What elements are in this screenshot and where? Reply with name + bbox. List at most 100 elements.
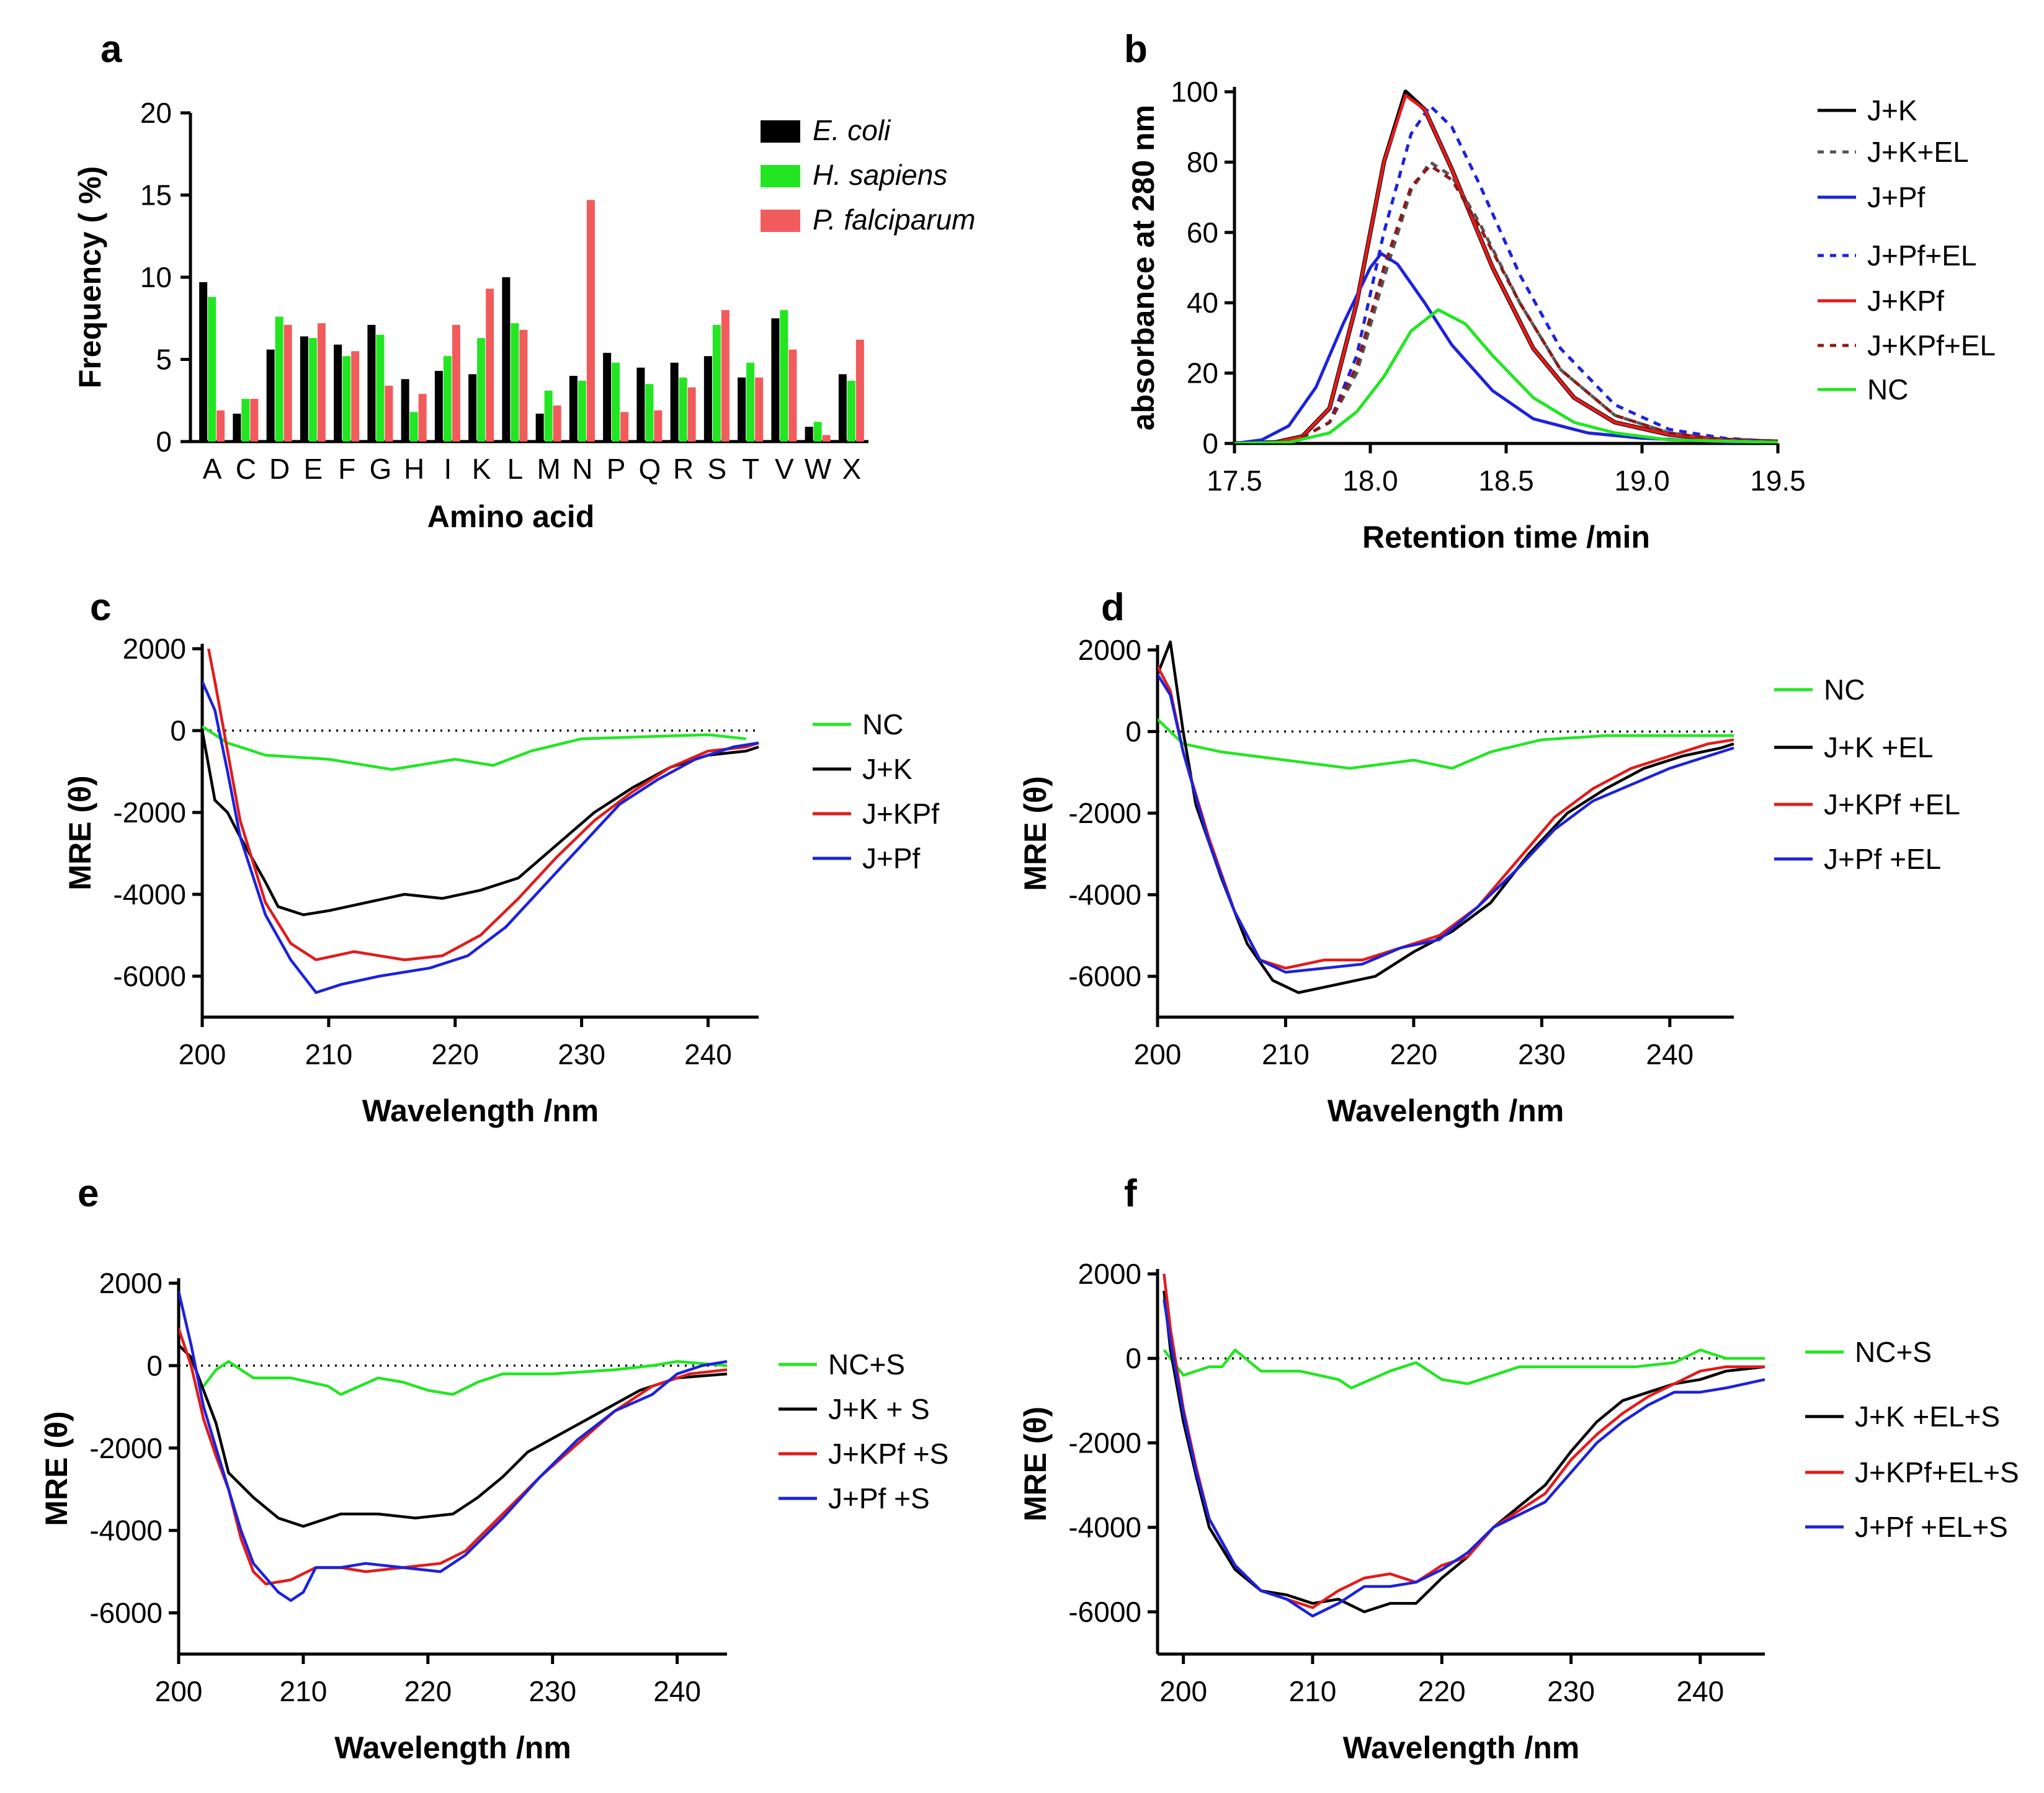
x-tick-label: 240 [1646, 1038, 1694, 1070]
legend-label: NC [1824, 674, 1865, 706]
bar-X-ecoli [838, 374, 847, 442]
x-tick-label: W [805, 453, 832, 485]
legend-label: J+K + S [828, 1393, 930, 1425]
x-tick-label: 18.0 [1342, 465, 1398, 497]
bar-T-ecoli [738, 377, 746, 442]
bar-W-ecoli [805, 427, 813, 442]
y-tick-label: 0 [170, 714, 186, 747]
legend-label: J+KPf+EL+S [1855, 1456, 2019, 1488]
panel-label-b: b [1124, 28, 1148, 71]
bar-W-hsapiens [813, 422, 822, 442]
y-axis-title: Frequency ( %) [73, 166, 107, 388]
y-tick-label: -6000 [113, 960, 186, 992]
bar-D-hsapiens [275, 316, 283, 442]
bar-P-pfalciparum [620, 412, 629, 442]
x-tick-label: 210 [305, 1038, 352, 1070]
bar-M-ecoli [535, 413, 544, 442]
x-axis-title: Wavelength /nm [334, 1730, 571, 1765]
x-axis-title: Wavelength /nm [1343, 1730, 1580, 1765]
panel-c: c 2000 0 -2000 -4000 -6000 200 210 220 230 240 Wave… [63, 586, 939, 1128]
bar-M-hsapiens [544, 390, 553, 442]
series-line-j-kpf [1234, 94, 1778, 443]
bar-K-pfalciparum [486, 288, 494, 442]
bar-L-hsapiens [511, 323, 519, 442]
bar-A-pfalciparum [216, 410, 225, 442]
bar-A-hsapiens [208, 296, 216, 442]
x-tick-label: 230 [1518, 1038, 1566, 1070]
bar-A-ecoli [199, 282, 208, 442]
y-axis-title: MRE (θ) [1018, 1407, 1053, 1521]
bar-S-ecoli [703, 356, 712, 442]
bar-Q-pfalciparum [654, 410, 663, 442]
y-tick-label: -4000 [1068, 879, 1141, 911]
legend-label: P. falciparum [813, 203, 976, 236]
x-tick-label: V [775, 453, 794, 485]
x-tick-label: T [742, 453, 759, 485]
legend-label: J+KPf +EL [1824, 788, 1960, 821]
legend-label: J+K [1867, 94, 1917, 127]
y-tick-label: -6000 [1068, 960, 1141, 992]
x-tick-label: R [673, 453, 694, 485]
panel-f: f 2000 0 -2000 -4000 -6000 200 210 220 230 240 Wave… [1018, 1172, 2019, 1765]
bar-C-pfalciparum [250, 399, 259, 442]
x-axis-title: Wavelength /nm [1328, 1093, 1564, 1128]
y-tick-label: -4000 [1068, 1511, 1141, 1544]
y-tick-label: 0 [146, 1350, 163, 1382]
bar-I-pfalciparum [452, 324, 460, 442]
bar-V-hsapiens [780, 310, 788, 442]
series-line-nc [202, 725, 746, 771]
panel-d: d 2000 0 -2000 -4000 -6000 200 210 220 230 240 Wave… [1018, 586, 1960, 1128]
bar-K-ecoli [468, 374, 477, 442]
legend-label: J+Pf +EL+S [1855, 1511, 2008, 1543]
x-tick-label: X [842, 453, 862, 485]
series-line-j-k [1234, 89, 1778, 443]
y-tick-label: 2000 [1078, 634, 1141, 666]
series-line-j-pf-el [1158, 674, 1734, 974]
legend-label: J+KPf [862, 798, 939, 830]
legend-label: J+Pf +EL [1824, 843, 1941, 875]
y-tick-label: 0 [1125, 1342, 1141, 1374]
y-tick-label: -6000 [89, 1597, 163, 1629]
x-tick-label: 200 [155, 1675, 203, 1707]
bar-E-hsapiens [308, 338, 317, 442]
x-axis-title: Retention time /min [1362, 520, 1650, 554]
x-tick-label: N [572, 453, 592, 485]
x-tick-label: 220 [404, 1675, 452, 1707]
legend-label: J+KPf+EL [1867, 329, 1996, 362]
bar-L-pfalciparum [519, 329, 528, 442]
legend-label: J+K+EL [1867, 136, 1969, 168]
panel-label-a: a [100, 28, 122, 71]
bar-D-ecoli [266, 349, 275, 442]
x-tick-label: 18.5 [1478, 465, 1534, 497]
bar-P-ecoli [603, 352, 612, 442]
y-tick-label: -2000 [1068, 797, 1141, 829]
bar-L-ecoli [502, 277, 511, 442]
x-tick-label: 220 [1418, 1675, 1466, 1707]
y-tick-label: 60 [1187, 216, 1218, 249]
legend-label: J+Pf [862, 842, 921, 874]
bar-I-ecoli [434, 371, 443, 442]
series-line-j-kpf [207, 648, 759, 961]
series-line-j-k-el [1158, 640, 1734, 994]
x-axis-title: Amino acid [427, 499, 594, 534]
x-tick-label: A [203, 453, 222, 485]
y-tick-label: 0 [156, 425, 172, 458]
series-line-nc-s [1163, 1348, 1765, 1390]
bar-C-hsapiens [241, 399, 250, 442]
bar-Q-hsapiens [645, 384, 654, 442]
series-line-j-pf [202, 680, 759, 994]
series-line-j-pf-s [179, 1291, 728, 1602]
y-tick-label: -2000 [1068, 1426, 1141, 1459]
x-tick-label: L [507, 453, 524, 485]
x-tick-label: 210 [280, 1675, 328, 1707]
series-line-j-k-el-s [1163, 1290, 1765, 1614]
x-tick-label: 19.5 [1750, 465, 1806, 497]
legend-label: NC+S [1855, 1336, 1932, 1368]
legend-swatch [761, 120, 800, 143]
x-axis-title: Wavelength /nm [362, 1093, 599, 1128]
x-tick-label: K [472, 453, 491, 485]
bar-F-ecoli [334, 344, 342, 442]
y-tick-label: 40 [1187, 287, 1218, 319]
y-tick-label: 2000 [99, 1267, 163, 1299]
